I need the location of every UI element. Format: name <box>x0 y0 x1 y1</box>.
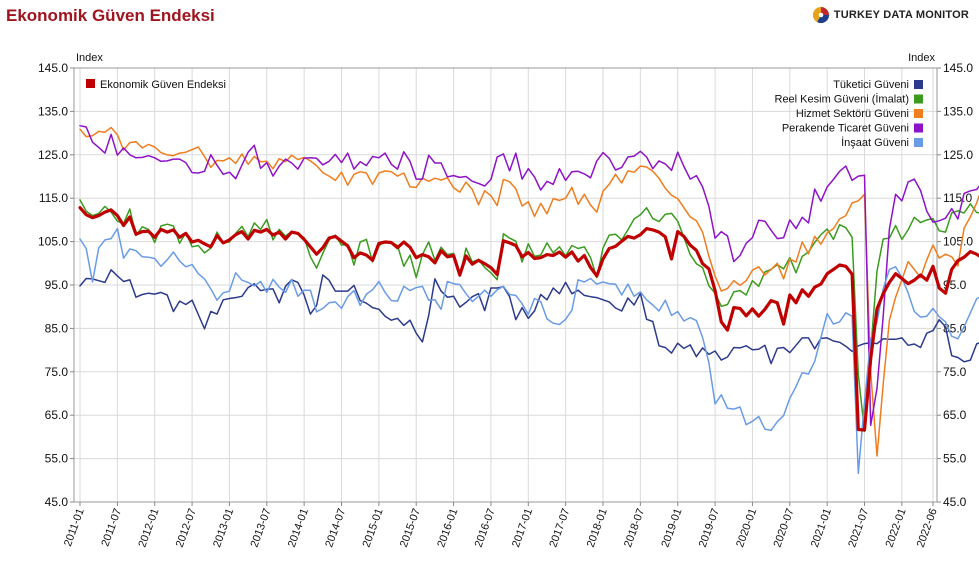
y-tick-label: 65.0 <box>45 408 69 422</box>
legend-label: İnşaat Güveni <box>841 136 909 149</box>
y-tick-label: 65.0 <box>943 408 967 422</box>
x-tick-label: 2016-01 <box>435 507 460 549</box>
legend-swatch <box>914 123 923 133</box>
x-tick-label: 2015-07 <box>398 507 423 549</box>
series-line-0 <box>78 206 979 432</box>
series-line-5 <box>79 227 979 475</box>
y-tick-label: 135.0 <box>943 104 973 118</box>
legend-swatch <box>914 80 923 89</box>
x-tick-label: 2015-01 <box>361 507 386 549</box>
y-tick-label: 55.0 <box>943 452 967 466</box>
y-axis-left-label: Index <box>76 52 103 64</box>
series-line-1 <box>79 269 979 365</box>
legend-left: Ekonomik Güven Endeksi <box>86 79 226 91</box>
x-tick-label: 2020-01 <box>734 507 759 549</box>
y-tick-label: 115.0 <box>943 191 972 205</box>
x-tick-label: 2018-07 <box>622 507 647 549</box>
series-layer <box>78 124 979 475</box>
x-tick-label: 2011-07 <box>99 507 124 548</box>
legend-right: Tüketici Güveni Reel Kesim Güveni (İmalat… <box>775 79 923 149</box>
legend-swatch <box>914 138 923 147</box>
y-tick-label: 45.0 <box>45 495 69 509</box>
legend-label: Reel Kesim Güveni (İmalat) <box>775 93 910 106</box>
legend-label: Hizmet Sektörü Güveni <box>796 108 909 120</box>
x-tick-label: 2013-07 <box>249 507 274 549</box>
legend-label: Tüketici Güveni <box>833 79 909 91</box>
legend-label: Perakende Ticaret Güveni <box>782 123 909 135</box>
y-tick-label: 75.0 <box>45 365 69 379</box>
y-tick-label: 85.0 <box>45 321 69 335</box>
x-axis: 2011-01 2011-07 2012-01 2012-07 2013-01 2013-… <box>62 502 940 549</box>
x-tick-label: 2019-01 <box>659 507 684 549</box>
y-tick-label: 135.0 <box>38 104 68 118</box>
legend-swatch <box>86 79 95 88</box>
x-tick-label: 2016-07 <box>473 507 498 549</box>
x-tick-label: 2022-06 <box>915 507 940 549</box>
x-tick-label: 2012-01 <box>136 507 161 549</box>
y-axis-left: 45.0 55.0 65.0 75.0 85.0 95.0 105.0 115.0 125.0 1… <box>38 61 74 509</box>
x-tick-label: 2020-07 <box>772 507 797 549</box>
page-title: Ekonomik Güven Endeksi <box>6 6 215 25</box>
x-tick-label: 2011-01 <box>62 507 87 548</box>
legend-label: Ekonomik Güven Endeksi <box>100 79 226 91</box>
series-line-4 <box>79 124 979 426</box>
y-tick-label: 95.0 <box>45 278 69 292</box>
brand: TURKEY DATA MONITOR <box>812 6 969 24</box>
brand-name: TURKEY DATA MONITOR <box>833 9 969 21</box>
y-axis-right: 45.055.065.075.085.095.0105.0115.0125.01… <box>937 61 973 509</box>
y-tick-label: 145.0 <box>943 61 973 75</box>
series-line-3 <box>79 126 979 457</box>
x-tick-label: 2013-01 <box>211 507 236 549</box>
y-tick-label: 105.0 <box>38 235 68 249</box>
x-tick-label: 2021-01 <box>809 507 834 549</box>
y-tick-label: 55.0 <box>45 452 69 466</box>
y-tick-label: 145.0 <box>38 61 68 75</box>
x-tick-label: 2017-01 <box>510 507 535 549</box>
legend-swatch <box>914 94 923 104</box>
x-tick-label: 2019-07 <box>697 507 722 549</box>
y-tick-label: 115.0 <box>39 191 68 205</box>
x-tick-label: 2018-01 <box>585 507 610 549</box>
legend-swatch <box>914 109 923 118</box>
x-tick-label: 2021-07 <box>846 507 871 549</box>
y-tick-label: 75.0 <box>943 365 967 379</box>
y-tick-label: 125.0 <box>38 148 68 162</box>
y-axis-right-label: Index <box>908 52 935 64</box>
x-tick-label: 2012-07 <box>174 507 199 549</box>
x-tick-label: 2022-01 <box>884 507 909 549</box>
y-tick-label: 45.0 <box>943 495 967 509</box>
brand-logo-icon <box>812 6 829 24</box>
y-tick-label: 125.0 <box>943 148 973 162</box>
y-tick-label: 105.0 <box>943 235 973 249</box>
x-tick-label: 2014-07 <box>323 507 348 549</box>
x-tick-label: 2017-07 <box>547 507 572 549</box>
x-tick-label: 2014-01 <box>286 507 311 549</box>
